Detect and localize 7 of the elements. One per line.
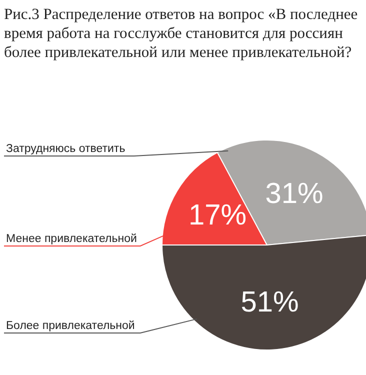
slice-label: Менее привлекательной xyxy=(6,233,137,245)
data-label: 51% xyxy=(240,286,299,319)
slice-label: Более привлекательной xyxy=(6,320,135,332)
slice-label: Затрудняюсь ответить xyxy=(6,143,126,155)
data-label: 17% xyxy=(188,199,246,232)
data-label: 31% xyxy=(265,178,324,210)
chart-title: Рис.3 Распределение ответов на вопрос «В последнее время работа на госслужбе становится для россиян более привлекательной или менее привлекательной? xyxy=(4,6,358,61)
